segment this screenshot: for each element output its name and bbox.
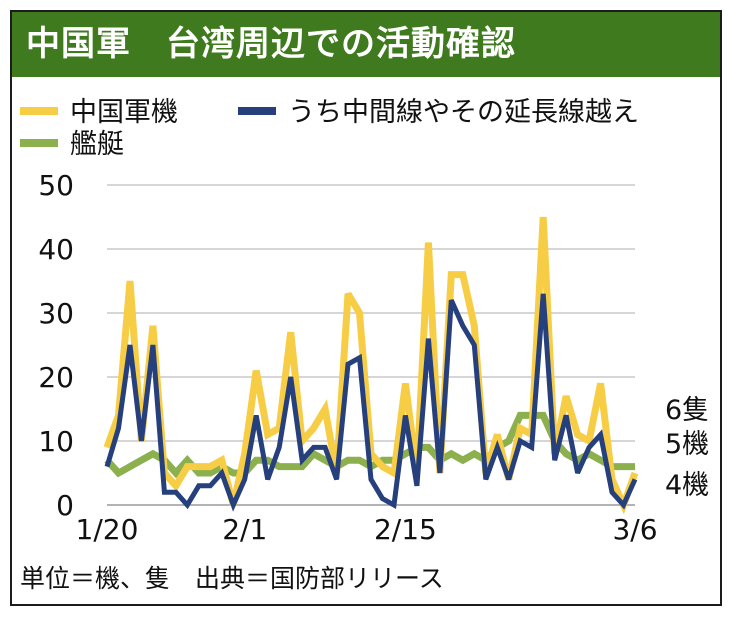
y-tick-label: 30	[38, 297, 74, 330]
title-bar: 中国軍 台湾周辺での活動確認	[12, 12, 720, 77]
y-axis-ticks: 0 10 20 30 40 50	[38, 169, 74, 522]
x-tick-label: 2/15	[374, 513, 437, 546]
end-label-ships: 6隻	[665, 395, 709, 426]
chart-frame: 中国軍 台湾周辺での活動確認 中国軍機 うち中間線やその延長線越え 艦艇 0 10…	[10, 10, 722, 606]
legend: 中国軍機 うち中間線やその延長線越え 艦艇	[20, 97, 639, 160]
x-tick-label: 2/1	[222, 513, 267, 546]
y-tick-label: 20	[38, 361, 74, 394]
footer-note: 単位＝機、隻 出典＝国防部リリース	[20, 564, 444, 593]
chart-title: 中国軍 台湾周辺での活動確認	[26, 24, 516, 64]
y-tick-label: 50	[38, 169, 74, 202]
end-label-aircraft: 5機	[665, 429, 709, 460]
x-tick-label: 1/20	[76, 513, 139, 546]
legend-label-ships: 艦艇	[70, 129, 124, 160]
legend-label-median-line: うち中間線やその延長線越え	[288, 97, 639, 128]
y-tick-label: 40	[38, 233, 74, 266]
chart-plot: 中国軍機 うち中間線やその延長線越え 艦艇 0 10 20 30 40 50 1/20 2/…	[20, 97, 709, 546]
x-axis-ticks: 1/20 2/1 2/15 3/6	[76, 513, 658, 546]
x-tick-label: 3/6	[612, 513, 657, 546]
series-line-median-line	[104, 293, 638, 512]
end-label-median-line: 4機	[665, 470, 709, 501]
end-labels: 6隻 5機 4機	[665, 395, 709, 501]
legend-label-aircraft: 中国軍機	[70, 97, 178, 128]
series-layer	[103, 216, 639, 515]
y-tick-label: 10	[38, 425, 74, 458]
y-tick-label: 0	[56, 489, 74, 522]
